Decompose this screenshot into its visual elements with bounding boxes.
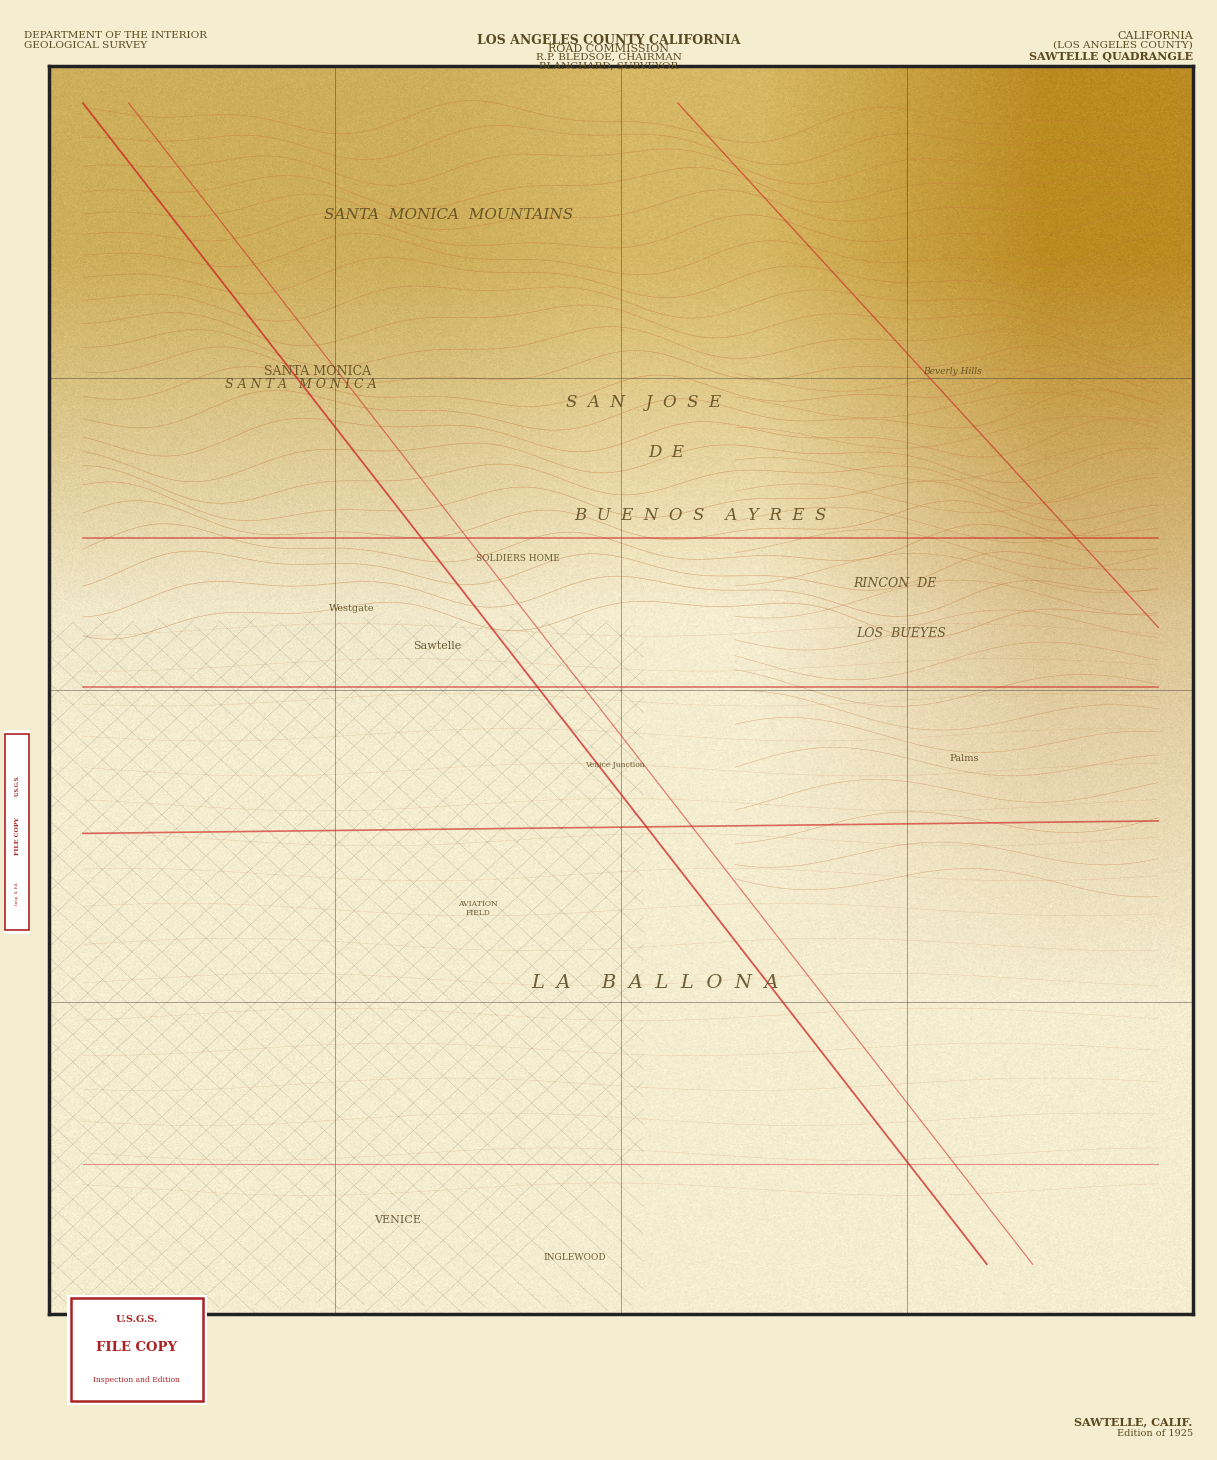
Text: VENICE: VENICE [374, 1215, 421, 1225]
Text: Edition of 1925: Edition of 1925 [1116, 1429, 1193, 1438]
Text: Beverly Hills: Beverly Hills [922, 366, 982, 377]
Text: S A N T A   M O N I C A: S A N T A M O N I C A [225, 378, 376, 390]
Text: SANTA MONICA: SANTA MONICA [264, 365, 371, 378]
Text: RINCON  DE: RINCON DE [853, 577, 937, 590]
Text: FILE COPY: FILE COPY [96, 1342, 178, 1353]
Text: Sawtelle: Sawtelle [414, 641, 461, 651]
Text: U.S.G.S.: U.S.G.S. [15, 774, 19, 796]
Text: Inspection and Edition: Inspection and Edition [94, 1377, 180, 1384]
Text: R.P. BLEDSOE, CHAIRMAN: R.P. BLEDSOE, CHAIRMAN [535, 53, 682, 61]
Text: ROAD COMMISSION: ROAD COMMISSION [548, 44, 669, 54]
Text: U.S.G.S.: U.S.G.S. [116, 1314, 158, 1324]
Text: D  E: D E [649, 444, 684, 461]
Text: GEOLOGICAL SURVEY: GEOLOGICAL SURVEY [24, 41, 147, 50]
Text: Insp. & Ed.: Insp. & Ed. [15, 882, 19, 905]
Text: SAWTELLE QUADRANGLE: SAWTELLE QUADRANGLE [1028, 51, 1193, 63]
Text: LOS ANGELES COUNTY CALIFORNIA: LOS ANGELES COUNTY CALIFORNIA [477, 34, 740, 47]
Text: (LOS ANGELES COUNTY): (LOS ANGELES COUNTY) [1053, 41, 1193, 50]
Text: AVIATION
FIELD: AVIATION FIELD [458, 899, 498, 917]
Text: Venice Junction: Venice Junction [585, 761, 645, 769]
Text: L  A     B  A  L  L  O  N  A: L A B A L L O N A [531, 974, 779, 993]
Text: Palms: Palms [949, 753, 978, 764]
Text: FILE COPY: FILE COPY [15, 818, 19, 856]
Text: DEPARTMENT OF THE INTERIOR: DEPARTMENT OF THE INTERIOR [24, 31, 207, 39]
Text: INGLEWOOD: INGLEWOOD [544, 1253, 606, 1263]
Text: B  U  E  N  O  S    A  Y  R  E  S: B U E N O S A Y R E S [574, 507, 826, 524]
Text: SOLDIERS HOME: SOLDIERS HOME [476, 555, 560, 564]
Text: S  A  N    J  O  S  E: S A N J O S E [566, 394, 722, 412]
Text: CALIFORNIA: CALIFORNIA [1117, 31, 1193, 41]
Text: Westgate: Westgate [329, 604, 375, 613]
Text: LOS  BUEYES: LOS BUEYES [856, 628, 946, 639]
Text: BLANCHARD, SURVEYOR: BLANCHARD, SURVEYOR [539, 61, 678, 70]
Text: SANTA  MONICA  MOUNTAINS: SANTA MONICA MOUNTAINS [325, 209, 573, 222]
Text: SAWTELLE, CALIF.: SAWTELLE, CALIF. [1075, 1416, 1193, 1428]
